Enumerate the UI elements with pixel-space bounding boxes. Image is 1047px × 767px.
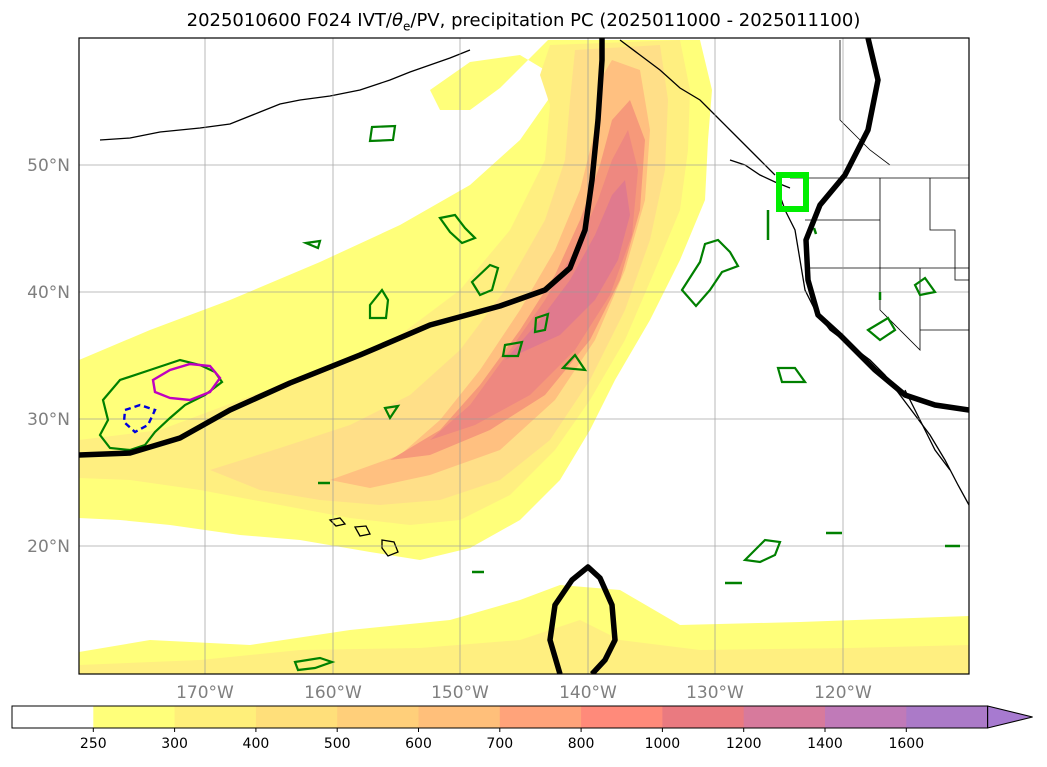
colorbar-label: 300 <box>161 736 188 752</box>
colorbar-label: 500 <box>324 736 351 752</box>
colorbar-label: 1600 <box>888 736 924 752</box>
colorbar-swatch <box>581 706 663 728</box>
precip-contour-3 <box>470 263 500 297</box>
precip-contour-9 <box>866 316 897 342</box>
state-lines-1 <box>805 178 969 269</box>
precip-contour-12 <box>742 538 782 564</box>
colorbar-swatch <box>337 706 419 728</box>
colorbar-swatch <box>174 706 257 728</box>
colorbar-label: 700 <box>486 736 513 752</box>
precip-contour-8 <box>680 238 740 308</box>
lat-label-30n: 30°N <box>27 410 70 430</box>
lon-label-140w: 140°W <box>559 683 617 703</box>
title-theta-subscript: e <box>403 19 411 34</box>
colorbar-swatch <box>662 706 745 728</box>
state-lines-3 <box>929 178 969 281</box>
colorbar-swatch <box>743 706 826 728</box>
lat-label-50n: 50°N <box>27 156 70 176</box>
colorbar-label: 1200 <box>726 736 762 752</box>
colorbar-swatch <box>499 706 582 728</box>
pv-line-south <box>547 564 618 674</box>
longitude-labels: 170°W 160°W 150°W 140°W 130°W 120°W <box>176 683 872 703</box>
precip-contour-west-large <box>98 358 224 452</box>
precip-contour-13 <box>293 656 336 672</box>
precip-contour-15 <box>383 404 401 421</box>
precip-contour-14 <box>301 239 322 250</box>
ivt-band-1200 <box>505 180 630 360</box>
hawaii-islands <box>328 517 399 557</box>
precip-contour-5 <box>533 312 550 334</box>
precip-contour-11 <box>776 366 808 384</box>
title-theta: θ <box>391 10 403 31</box>
precip-contour-1 <box>368 124 397 143</box>
ivt-shading <box>79 40 969 674</box>
lon-label-160w: 160°W <box>304 683 362 703</box>
lat-label-20n: 20°N <box>27 537 70 557</box>
colorbar-extend-arrow <box>987 705 1033 729</box>
precip-contour-7 <box>560 353 588 372</box>
alaska-coast <box>99 49 471 141</box>
colorbar-swatch <box>906 706 989 728</box>
colorbar-label: 800 <box>568 736 595 752</box>
colorbar-label: 600 <box>405 736 432 752</box>
map-frame <box>78 37 970 675</box>
lon-label-170w: 170°W <box>176 683 234 703</box>
colorbar-swatch <box>93 706 176 728</box>
pv-line-main <box>79 38 605 458</box>
colorbar-label: 400 <box>243 736 270 752</box>
pv-contours <box>79 38 969 674</box>
lon-label-150w: 150°W <box>431 683 489 703</box>
theta-e-contour-blue-dashed <box>122 403 157 434</box>
colorbar-label: 250 <box>80 736 107 752</box>
precip-contour-17 <box>472 531 960 585</box>
precip-contour-18 <box>766 210 882 300</box>
colorbar-swatch <box>255 706 338 728</box>
alaska-canada-border <box>839 40 891 166</box>
title-suffix: /PV, precipitation PC (2025011000 - 2025… <box>410 10 861 31</box>
alaska-panhandle-coast <box>619 39 776 176</box>
pv-line-east <box>803 38 969 413</box>
colorbar-swatch <box>825 706 907 728</box>
political-borders <box>790 40 969 351</box>
latitude-labels: 50°N 40°N 30°N 20°N <box>27 156 70 557</box>
gridlines <box>79 38 969 674</box>
colorbar-label: 1000 <box>645 736 681 752</box>
precip-contour-2 <box>438 213 477 245</box>
precip-contour-6 <box>501 340 524 358</box>
map-title: 2025010600 F024 IVT/θe/PV, precipitation… <box>0 10 1047 34</box>
baja-coast <box>904 389 951 471</box>
colorbar: 250 300 400 500 600 700 800 1000 1200 1400 1600 <box>11 705 1033 752</box>
lon-label-130w: 130°W <box>686 683 744 703</box>
colorbar-swatch <box>12 706 94 728</box>
map-area <box>79 38 969 674</box>
colorbar-swatch <box>418 706 501 728</box>
lon-label-120w: 120°W <box>814 683 872 703</box>
colorbar-label: 1400 <box>807 736 843 752</box>
precipitation-contours <box>98 124 960 672</box>
region-highlight-box <box>776 172 809 212</box>
title-prefix: 2025010600 F024 IVT/ <box>186 10 392 31</box>
precip-contour-10 <box>913 276 937 297</box>
precip-contour-4 <box>368 288 390 320</box>
theta-e-contour-magenta <box>151 362 222 402</box>
lat-label-40n: 40°N <box>27 283 70 303</box>
